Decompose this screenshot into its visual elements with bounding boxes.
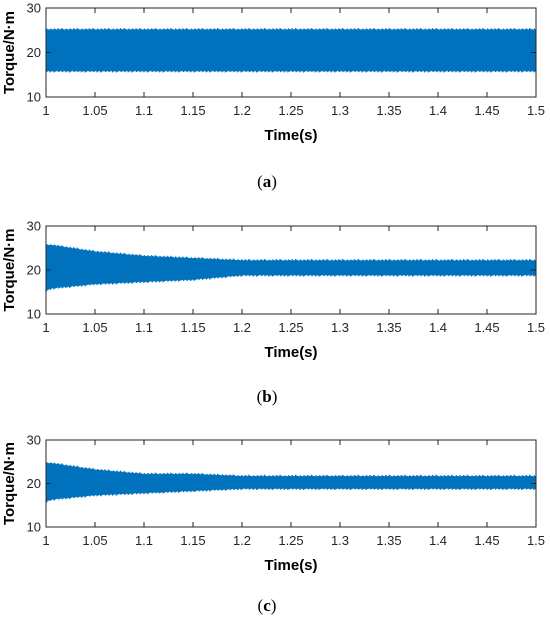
y-axis-title: Torque/N·m [1,442,18,525]
y-tick-label: 30 [27,433,41,448]
x-tick-label: 1.05 [82,320,107,335]
x-tick-label: 1.05 [82,103,107,118]
x-axis-title: Time(s) [264,127,317,144]
y-tick-label: 10 [27,307,41,322]
x-tick-label: 1.4 [429,320,447,335]
y-axis-title: Torque/N·m [1,228,18,311]
x-tick-label: 1.25 [278,533,303,548]
x-tick-label: 1.05 [82,533,107,548]
x-tick-label: 1.25 [278,103,303,118]
y-tick-label: 30 [27,1,41,16]
y-tick-label: 20 [27,476,41,491]
caption-letter: b [262,387,271,406]
x-tick-label: 1.1 [135,103,153,118]
x-tick-label: 1.2 [233,533,251,548]
x-tick-label: 1 [42,533,49,548]
y-tick-label: 10 [27,90,41,105]
x-tick-label: 1.3 [331,320,349,335]
caption-letter: a [263,172,272,191]
x-tick-label: 1.35 [376,103,401,118]
x-tick-label: 1.15 [180,103,205,118]
x-tick-label: 1.15 [180,533,205,548]
caption-letter: c [263,596,271,615]
panel-caption: (c) [258,596,277,615]
y-axis-title: Torque/N·m [1,11,18,94]
y-tick-label: 30 [27,219,41,234]
x-tick-label: 1.15 [180,320,205,335]
x-tick-label: 1.5 [527,320,545,335]
x-tick-label: 1.2 [233,103,251,118]
torque-envelope [46,28,536,72]
x-tick-label: 1.4 [429,533,447,548]
x-tick-label: 1.35 [376,320,401,335]
y-tick-label: 20 [27,45,41,60]
caption-close-paren: ) [271,172,277,191]
x-tick-label: 1.1 [135,320,153,335]
x-tick-label: 1.45 [474,320,499,335]
torque-envelope [46,461,536,502]
panel-caption: (a) [257,172,277,191]
torque-envelope [46,243,536,291]
panel-caption: (b) [257,387,278,406]
x-tick-label: 1.5 [527,103,545,118]
caption-close-paren: ) [271,596,277,615]
x-tick-label: 1.45 [474,533,499,548]
x-tick-label: 1.1 [135,533,153,548]
x-axis-title: Time(s) [264,557,317,574]
caption-open-paren: ( [258,596,264,615]
x-axis-title: Time(s) [264,344,317,361]
x-tick-label: 1.35 [376,533,401,548]
x-tick-label: 1.25 [278,320,303,335]
caption-open-paren: ( [257,172,263,191]
y-tick-label: 20 [27,263,41,278]
chart-panel: 1 1.05 1.1 1.15 1.2 1.25 1.3 1.35 1.4 1.45 1.5 10 20… [1,433,545,616]
x-tick-label: 1 [42,320,49,335]
caption-open-paren: ( [257,387,263,406]
chart-panel: 1 1.05 1.1 1.15 1.2 1.25 1.3 1.35 1.4 1.45 1.5 10 20… [1,219,545,407]
x-tick-label: 1.3 [331,103,349,118]
caption-close-paren: ) [272,387,278,406]
x-tick-label: 1 [42,103,49,118]
x-tick-label: 1.4 [429,103,447,118]
x-tick-label: 1.45 [474,103,499,118]
y-tick-label: 10 [27,520,41,535]
x-tick-label: 1.3 [331,533,349,548]
x-tick-label: 1.5 [527,533,545,548]
chart-panel: 1 1.05 1.1 1.15 1.2 1.25 1.3 1.35 1.4 1.45 1.5 10 20… [1,1,545,192]
x-tick-label: 1.2 [233,320,251,335]
